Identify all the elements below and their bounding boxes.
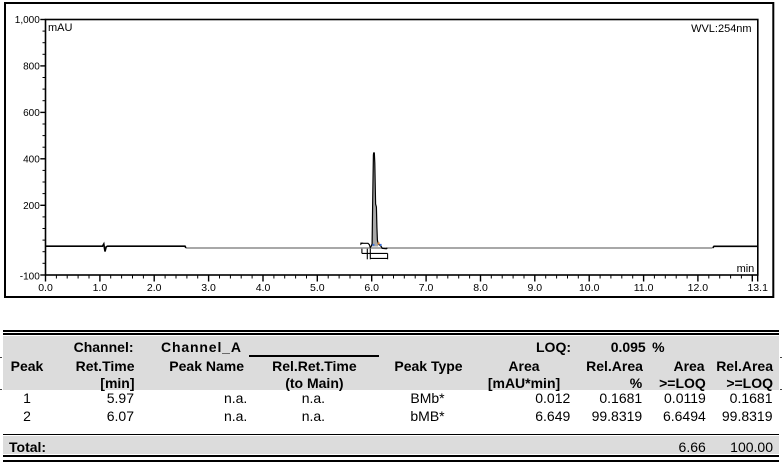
svg-text:11.0: 11.0 [634, 282, 654, 294]
svg-text:6.0: 6.0 [364, 282, 379, 294]
svg-text:-100: -100 [20, 272, 40, 283]
svg-text:800: 800 [23, 61, 40, 72]
svg-text:8.0: 8.0 [473, 282, 488, 294]
svg-text:1.0: 1.0 [93, 282, 108, 294]
svg-text:7.0: 7.0 [419, 282, 434, 294]
svg-text:WVL:254nm: WVL:254nm [691, 23, 752, 35]
svg-text:600: 600 [23, 108, 40, 119]
svg-text:13.1: 13.1 [747, 282, 768, 294]
svg-text:mAU: mAU [48, 22, 73, 34]
svg-text:400: 400 [23, 154, 40, 165]
svg-text:5.0: 5.0 [310, 282, 325, 294]
svg-text:4.0: 4.0 [256, 282, 271, 294]
svg-text:min: min [737, 263, 755, 275]
svg-text:0.0: 0.0 [38, 282, 53, 294]
svg-text:200: 200 [23, 201, 40, 212]
svg-text:12.0: 12.0 [688, 282, 709, 294]
svg-text:2.0: 2.0 [147, 282, 162, 294]
svg-text:1,000: 1,000 [15, 15, 40, 26]
svg-text:3.0: 3.0 [201, 282, 216, 294]
svg-text:10.0: 10.0 [579, 282, 600, 294]
svg-text:9.0: 9.0 [527, 282, 542, 294]
